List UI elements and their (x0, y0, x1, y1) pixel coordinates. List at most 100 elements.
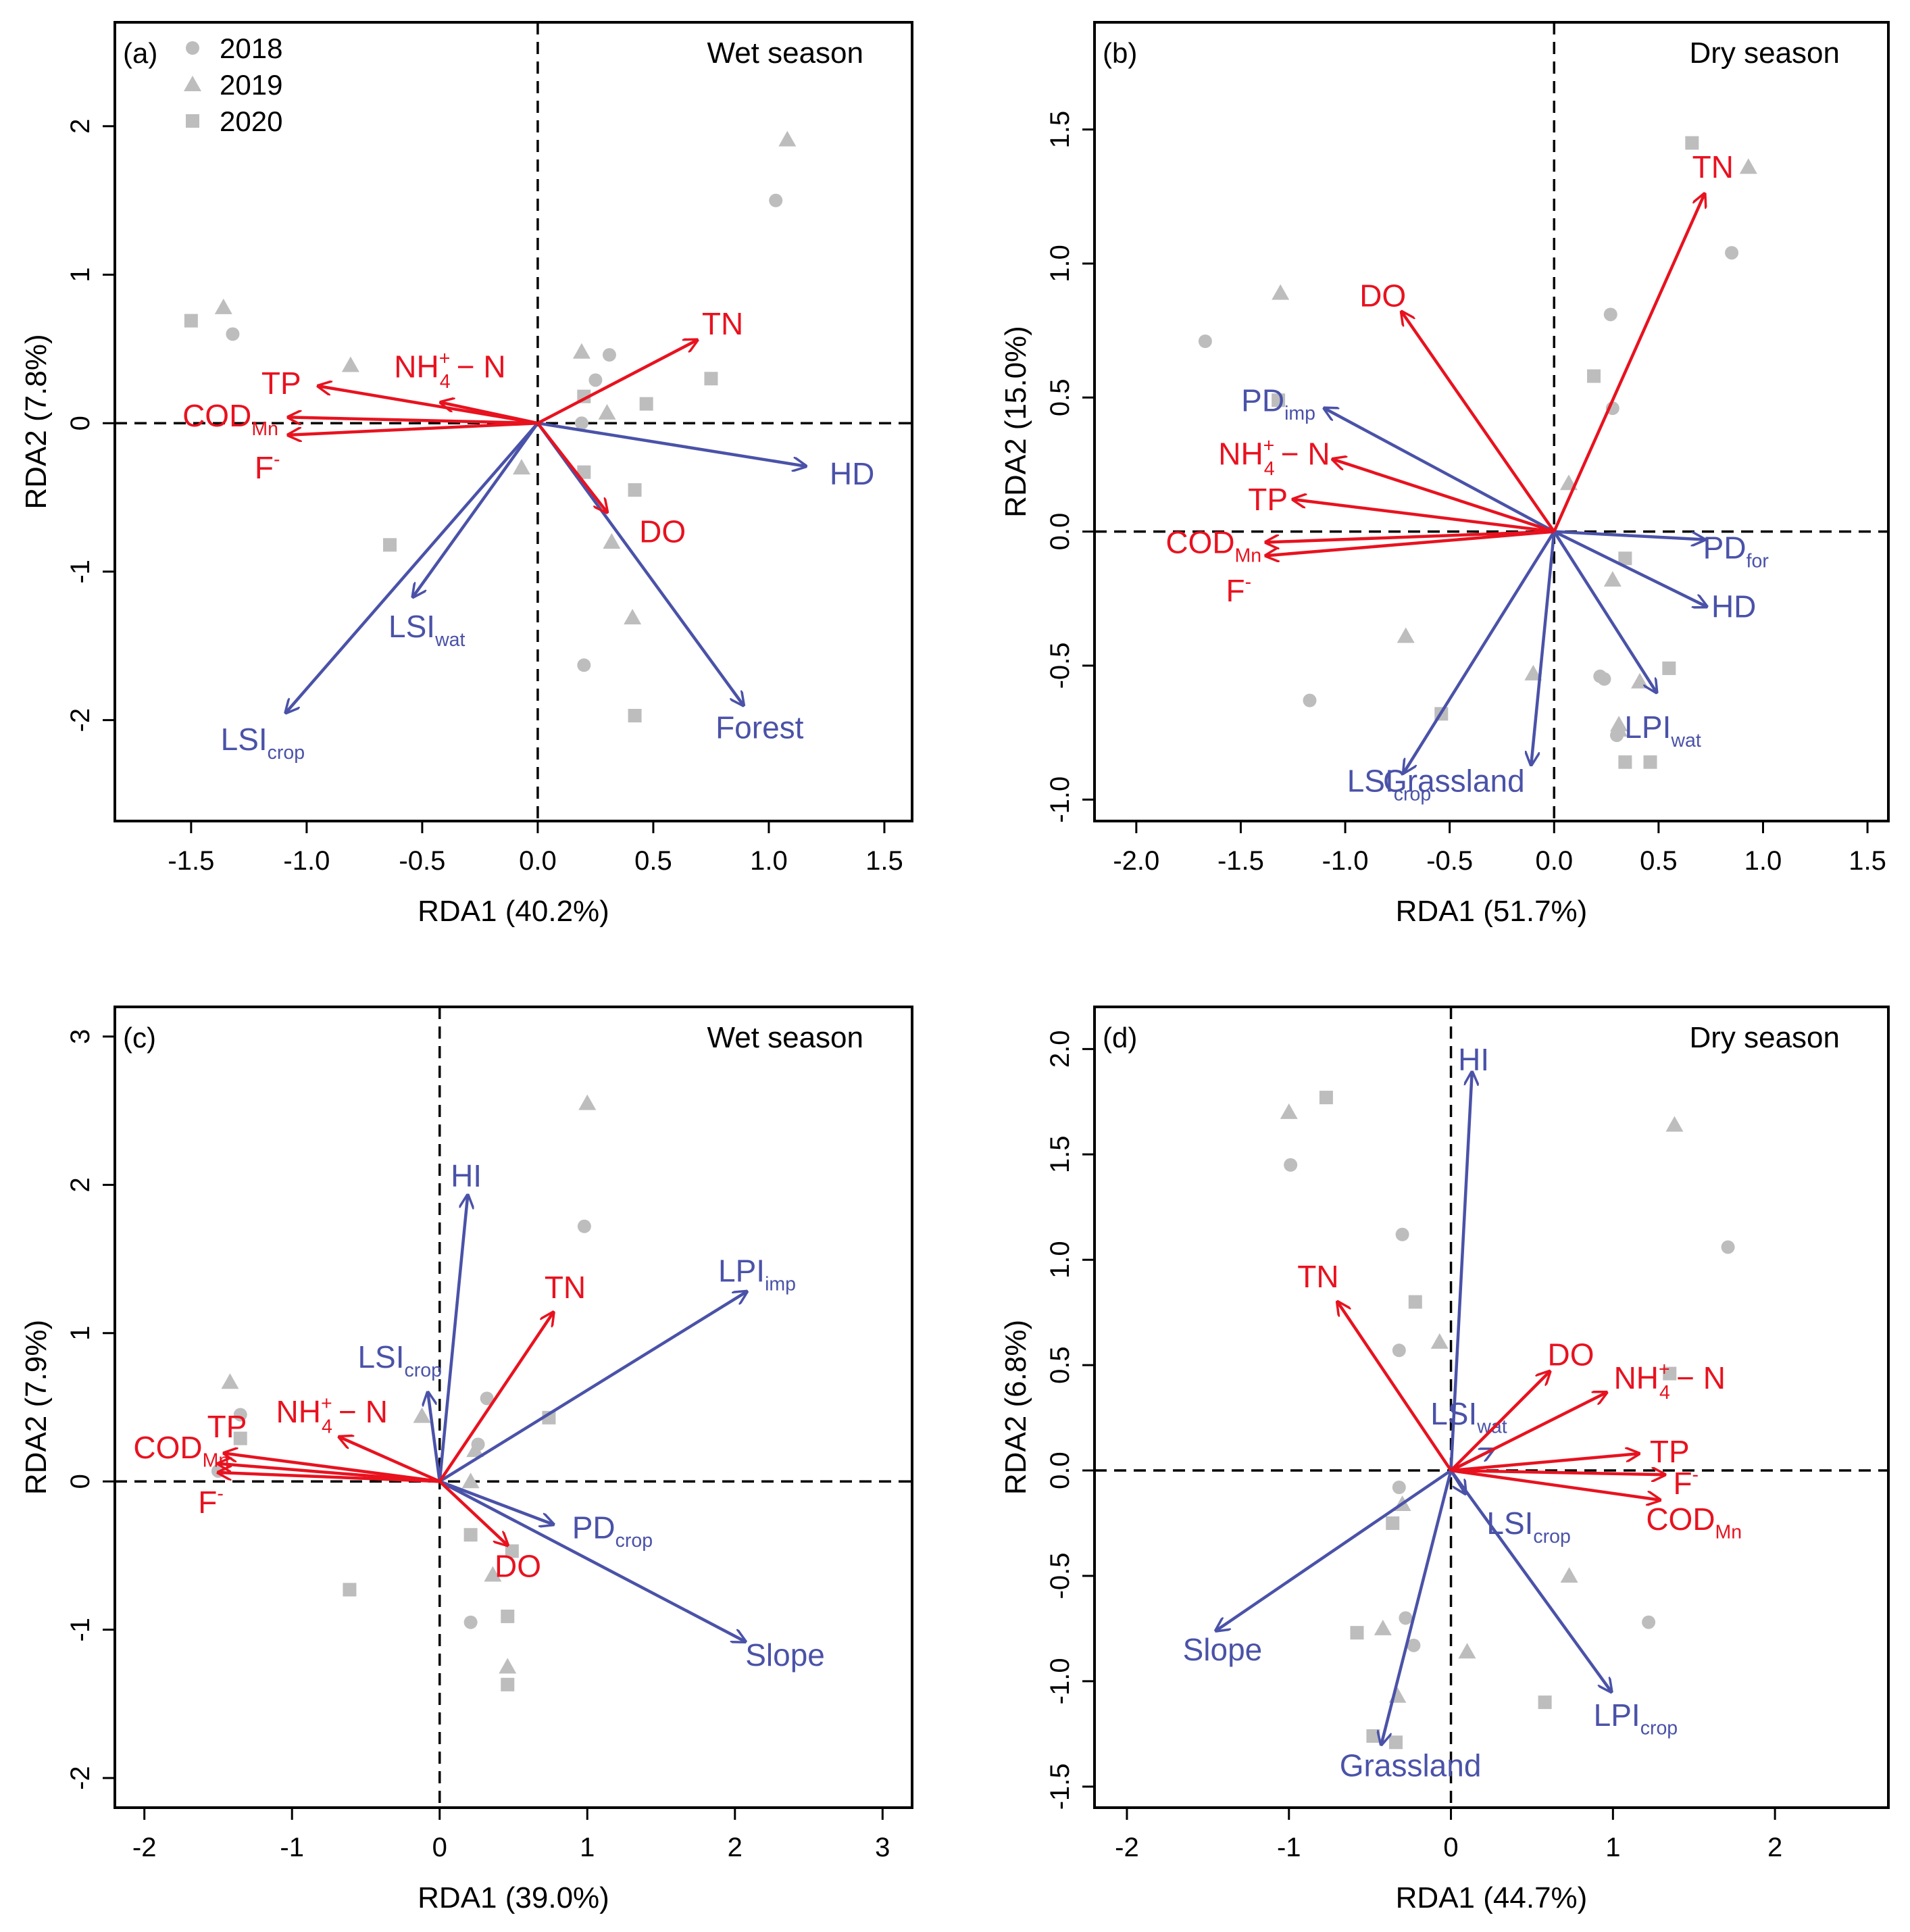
response-vector-do (1449, 1371, 1550, 1472)
site-point-2018 (226, 327, 240, 341)
site-point-2020 (1587, 369, 1601, 383)
legend-marker-2019 (184, 76, 201, 91)
x-tick-label: -1.0 (1322, 846, 1369, 876)
y-axis-title: RDA2 (15.0%) (999, 326, 1032, 518)
y-tick-label: 0.5 (1045, 378, 1075, 416)
site-point-2020 (1685, 136, 1699, 150)
site-point-2018 (1725, 246, 1739, 260)
plot-frame (114, 21, 913, 822)
site-point-2019 (1430, 1333, 1449, 1349)
site-point-2020 (1350, 1626, 1364, 1640)
y-tick-label: -1.5 (1045, 1763, 1075, 1810)
site-point-2018 (1303, 693, 1317, 708)
y-tick-label: 1 (66, 1326, 95, 1341)
y-tick-label: -1.0 (1045, 776, 1075, 823)
response-vector-codmn (288, 417, 538, 423)
response-label-nh4: NH+ 4− N (1614, 1359, 1726, 1404)
explanatory-label-lpiimp: LPIimp (718, 1254, 796, 1295)
x-tick-label: 1 (1605, 1833, 1620, 1862)
x-tick-label: 1.0 (1744, 846, 1782, 876)
site-point-2018 (574, 416, 588, 430)
season-label: Wet season (707, 1021, 863, 1054)
x-tick-label: -1 (1277, 1833, 1301, 1862)
site-point-2020 (1663, 1366, 1677, 1381)
y-tick-label: 0.5 (1045, 1346, 1075, 1384)
site-point-2018 (1392, 1343, 1406, 1358)
explanatory-label-grassland: Grassland (1340, 1748, 1482, 1783)
explanatory-vector-lpiwat (1553, 530, 1657, 693)
y-tick-label: 0.0 (1045, 1452, 1075, 1489)
explanatory-label-lpiwat: LPIwat (1624, 710, 1701, 751)
response-label-do: DO (639, 514, 686, 549)
response-label-nh4: NH+ 4− N (276, 1393, 388, 1438)
explanatory-label-lsiwat: LSIwat (1430, 1396, 1507, 1438)
site-point-2020 (383, 538, 397, 552)
y-tick-label: 1 (66, 267, 95, 282)
x-tick-label: 1.5 (1849, 846, 1886, 876)
response-label-tn: TN (702, 306, 743, 341)
site-point-2019 (778, 130, 797, 147)
site-point-2020 (628, 709, 642, 723)
explanatory-vector-grassland (1381, 1470, 1453, 1744)
explanatory-vector-pdimp (1324, 408, 1555, 533)
x-axis-title: RDA1 (44.7%) (1396, 1881, 1588, 1914)
explanatory-vector-grassland (1531, 531, 1556, 765)
explanatory-vector-slope (1216, 1469, 1452, 1631)
site-point-2020 (1662, 661, 1676, 675)
site-point-2018 (588, 373, 603, 387)
panel-d: -2 -1 0 1 2 -1.5 -1.0 -0.5 0.0 0.5 1.0 1.5 2.0 RDA1 (… (999, 1006, 1890, 1914)
site-point-2020 (639, 397, 653, 411)
site-point-2018 (1407, 1638, 1421, 1652)
x-tick-label: 0.0 (1535, 846, 1573, 876)
explanatory-vector-pdfor (1554, 530, 1705, 540)
y-tick-label: 2 (66, 1177, 95, 1192)
site-point-2019 (1374, 1619, 1392, 1635)
explanatory-label-lsiwat: LSIwat (388, 609, 465, 651)
response-label-do: DO (1548, 1337, 1594, 1372)
explanatory-label-slope: Slope (1183, 1632, 1263, 1667)
y-tick-label: 0 (66, 416, 95, 430)
y-tick-label: 0 (66, 1474, 95, 1489)
x-axis-title: RDA1 (40.2%) (418, 895, 609, 928)
explanatory-vector-slope (438, 1480, 745, 1641)
legend-label-2020: 2020 (220, 105, 282, 137)
site-point-2020 (1272, 393, 1286, 407)
explanatory-vector-hi (1449, 1072, 1472, 1471)
site-point-2019 (603, 532, 621, 549)
x-tick-label: -2.0 (1113, 846, 1159, 876)
site-point-2020 (1319, 1091, 1333, 1105)
explanatory-vector-lpiimp (438, 1291, 747, 1483)
x-tick-label: 3 (875, 1833, 890, 1862)
x-tick-label: 0.0 (519, 846, 557, 876)
site-point-2020 (501, 1609, 515, 1623)
site-point-2019 (598, 403, 616, 420)
y-tick-label: 2 (66, 119, 95, 134)
y-tick-label: 0.0 (1045, 513, 1075, 551)
explanatory-vector-lpicrop (1449, 1469, 1611, 1691)
response-vector-f (1266, 530, 1555, 556)
plot-frame (1093, 1006, 1890, 1809)
panel-label: (c) (123, 1022, 156, 1054)
explanatory-label-pdcrop: PDcrop (572, 1510, 653, 1552)
site-point-2020 (184, 314, 198, 328)
response-label-do: DO (495, 1548, 541, 1583)
response-label-tp: TP (1650, 1434, 1690, 1469)
x-tick-label: 2 (1767, 1833, 1782, 1862)
response-label-codmn: CODMn (1165, 524, 1261, 566)
response-vector-tp (318, 386, 538, 425)
y-tick-label: -2 (66, 1766, 95, 1790)
response-label-f: F- (1673, 1464, 1699, 1500)
response-label-codmn: CODMn (182, 398, 278, 440)
site-point-2018 (1642, 1615, 1656, 1629)
response-vector-nh4 (441, 402, 538, 425)
site-point-2020 (1408, 1295, 1422, 1309)
x-tick-label: -0.5 (399, 846, 445, 876)
legend-marker-2018 (186, 41, 199, 55)
explanatory-vector-hi (438, 1195, 468, 1482)
response-label-f: F- (1226, 572, 1252, 608)
site-point-2020 (343, 1583, 357, 1597)
x-tick-label: -1 (280, 1833, 304, 1862)
site-point-2018 (480, 1391, 494, 1406)
response-vector-do (536, 422, 607, 512)
